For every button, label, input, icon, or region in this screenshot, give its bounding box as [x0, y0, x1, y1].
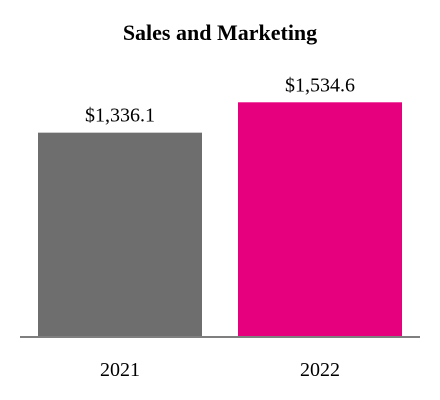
- data-labels-group: $1,336.1 $1,534.6: [85, 74, 355, 126]
- bars-group: [38, 102, 402, 337]
- bar-2022: [238, 102, 402, 337]
- x-tick-labels-group: 2021 2022: [100, 359, 340, 381]
- chart-title: Sales and Marketing: [123, 20, 317, 45]
- x-tick-label-2022: 2022: [300, 359, 340, 381]
- x-tick-label-2021: 2021: [100, 359, 140, 381]
- data-label-2022: $1,534.6: [285, 74, 355, 96]
- data-label-2021: $1,336.1: [85, 105, 155, 127]
- bar-2021: [38, 132, 202, 337]
